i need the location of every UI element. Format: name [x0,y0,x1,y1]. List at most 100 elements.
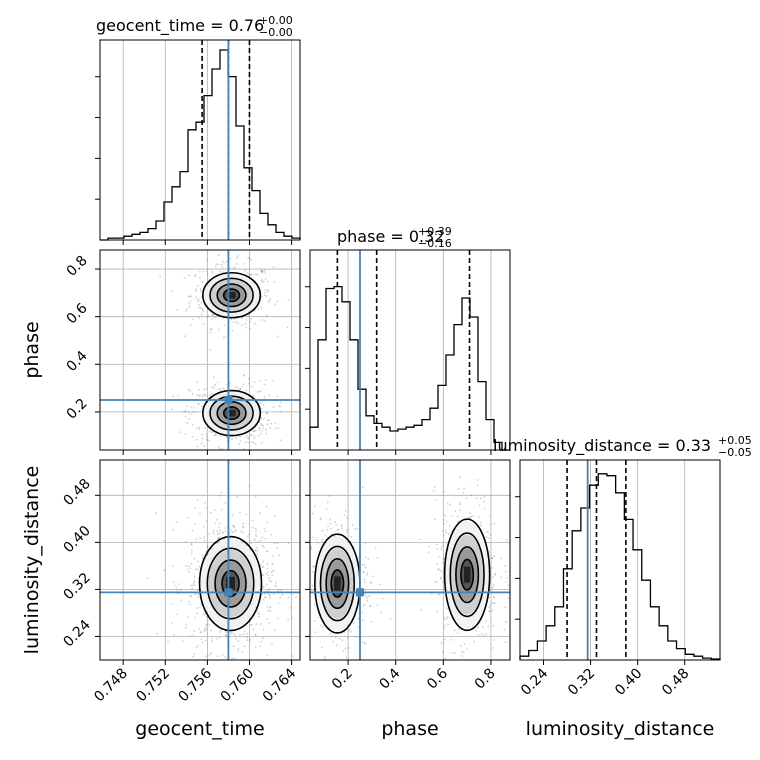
panel-phase-luminosity-distance-sample-191 [337,528,340,531]
panel-geocent-time-luminosity-distance-sample-309 [220,491,223,494]
panel-phase-luminosity-distance-contour-1-1 [449,532,485,618]
panel-geocent-time-luminosity-distance-sample-510 [232,632,235,635]
panel-geocent-time-phase-sample-147 [211,314,214,316]
panel-geocent-time-luminosity-distance-sample-836 [292,655,294,657]
panel-geocent-time-luminosity-distance-sample-136 [287,618,290,621]
panel-phase-luminosity-distance-sample-706 [459,476,461,478]
panel-phase-luminosity-distance-sample-332 [373,673,375,675]
panel-geocent-time-luminosity-distance-sample-679 [198,627,200,630]
panel-geocent-time-phase-sample-873 [266,413,268,415]
panel-phase-luminosity-distance-density-1-peak [463,566,471,583]
panel-geocent-time-phase-sample-394 [262,281,265,283]
panel-geocent-time-luminosity-distance-sample-408 [202,613,205,616]
panel-phase-luminosity-distance-sample-512 [444,528,447,531]
panel-phase-luminosity-distance-sample-189 [317,616,320,619]
panel-phase-luminosity-distance-sample-176 [352,622,355,624]
panel-geocent-time-phase-sample-309 [241,324,244,326]
panel-phase-luminosity-distance-sample-581 [444,514,446,517]
hist-phase-frame [309,249,511,451]
title-luminosity-distance-sup: +0.05 [718,434,752,447]
panel-geocent-time-luminosity-distance-contour-0-0 [198,535,263,632]
panel-geocent-time-luminosity-distance-sample-288 [249,623,252,626]
panel-phase-luminosity-distance-sample-887 [488,606,491,609]
panel-phase-luminosity-distance-sample-701 [428,545,430,548]
panel-phase-luminosity-distance-sample-832 [450,652,453,654]
panel-phase-luminosity-distance-sample-103 [347,629,350,632]
panel-geocent-time-phase-sample-387 [211,270,213,273]
panel-geocent-time-luminosity-distance-sample-7 [186,568,189,571]
panel-geocent-time-luminosity-distance-sample-420 [259,623,262,625]
panel-geocent-time-luminosity-distance-sample-441 [278,554,281,557]
title-phase-sup: +0.39 [418,225,452,238]
panel-phase-luminosity-distance-sample-501 [504,570,507,573]
panel-geocent-time-phase-sample-869 [184,410,187,412]
panel-phase-luminosity-distance-sample-125 [335,523,338,526]
panel-geocent-time-luminosity-distance-sample-28 [287,542,290,545]
panel-geocent-time-phase-sample-708 [179,431,182,434]
panel-phase-luminosity-distance-sample-656 [483,500,486,503]
panel-phase-luminosity-distance-sample-23 [364,642,367,645]
panel-phase-luminosity-distance-contour-0-2 [325,558,350,610]
panel-geocent-time-phase-sample-928 [274,427,277,430]
panel-geocent-time-luminosity-distance-sample-609 [188,600,190,603]
panel-geocent-time-luminosity-distance-sample-412 [275,581,277,584]
panel-geocent-time-luminosity-distance-sample-688 [251,519,254,522]
panel-geocent-time-phase-sample-911 [258,426,261,429]
panel-geocent-time-luminosity-distance-sample-596 [287,596,290,599]
panel-phase-luminosity-distance-sample-622 [465,497,468,500]
panel-phase-luminosity-distance-sample-344 [364,641,366,644]
panel-geocent-time-phase-sample-414 [260,319,263,321]
panel-geocent-time-luminosity-distance-sample-422 [264,530,266,533]
panel-geocent-time-luminosity-distance-plot-area [100,460,300,664]
panel-geocent-time-luminosity-distance-sample-440 [248,639,251,642]
panel-geocent-time-luminosity-distance-sample-306 [261,544,264,547]
panel-geocent-time-luminosity-distance-xtick-label-0: 0.748 [91,666,131,706]
panel-geocent-time-luminosity-distance-sample-465 [200,631,203,634]
panel-geocent-time-vs-phase: 0.2 0.4 0.6 0.8 [64,249,301,455]
panel-geocent-time-phase-ytick-label-0: 0.2 [64,396,91,423]
panel-geocent-time-luminosity-distance-sample-218 [227,662,229,664]
panel-geocent-time-phase-sample-322 [236,262,238,265]
panel-phase-luminosity-distance-sample-5 [380,611,383,614]
panel-geocent-time-phase-sample-8 [214,316,217,319]
panel-geocent-time-luminosity-distance-ytick-label-0: 0.24 [60,617,93,650]
panel-geocent-time-luminosity-distance-sample-522 [225,633,227,636]
panel-geocent-time-phase-sample-649 [263,417,265,420]
panel-geocent-time-phase-sample-428 [261,271,264,274]
panel-geocent-time-phase-sample-692 [186,421,189,424]
panel-phase-luminosity-distance-sample-277 [326,501,329,504]
panel-geocent-time-luminosity-distance-sample-847 [188,635,191,638]
panel-geocent-time-luminosity-distance-sample-740 [191,587,193,590]
panel-geocent-time-luminosity-distance-sample-81 [191,529,194,532]
panel-geocent-time-phase-sample-283 [231,329,234,332]
panel-phase-luminosity-distance-sample-553 [470,494,473,497]
panel-geocent-time-luminosity-distance-sample-812 [189,595,192,598]
panel-geocent-time-luminosity-distance-sample-215 [233,657,236,660]
panel-geocent-time-luminosity-distance-sample-4 [233,526,236,529]
panel-geocent-time-luminosity-distance-sample-747 [206,545,209,548]
panel-phase-luminosity-distance-sample-7 [314,619,317,622]
panel-geocent-time-luminosity-distance-sample-72 [224,527,227,529]
panel-geocent-time-phase-ytick-label-2: 0.6 [64,300,91,327]
panel-geocent-time-phase-sample-171 [265,295,268,297]
panel-geocent-time-luminosity-distance-sample-586 [232,524,235,527]
panel-geocent-time-luminosity-distance-sample-524 [232,661,234,663]
panel-geocent-time-phase-sample-251 [200,301,203,304]
title-geocent-time-sub: −0.00 [259,26,293,39]
panel-geocent-time-phase-sample-262 [209,348,212,351]
panel-geocent-time-phase-sample-482 [184,415,187,418]
panel-geocent-time-phase-sample-444 [184,335,186,337]
panel-geocent-time-phase-density-0 [204,273,259,317]
panel-phase-luminosity-distance-sample-869 [492,576,494,578]
panel-geocent-time-luminosity-distance-sample-54 [191,584,194,587]
panel-geocent-time-luminosity-distance-sample-145 [224,656,227,658]
panel-geocent-time-phase-sample-598 [187,417,190,420]
panel-geocent-time-luminosity-distance-sample-881 [215,637,218,640]
panel-geocent-time-phase-sample-158 [201,308,204,311]
panel-geocent-time-phase-sample-5 [188,302,191,305]
panel-phase-luminosity-distance-sample-198 [364,581,366,583]
panel-geocent-time-phase-sample-639 [225,436,228,438]
panel-geocent-time-phase-sample-332 [200,313,203,316]
panel-geocent-time-phase-sample-186 [266,314,268,317]
panel-geocent-time-luminosity-distance-sample-283 [254,549,257,552]
